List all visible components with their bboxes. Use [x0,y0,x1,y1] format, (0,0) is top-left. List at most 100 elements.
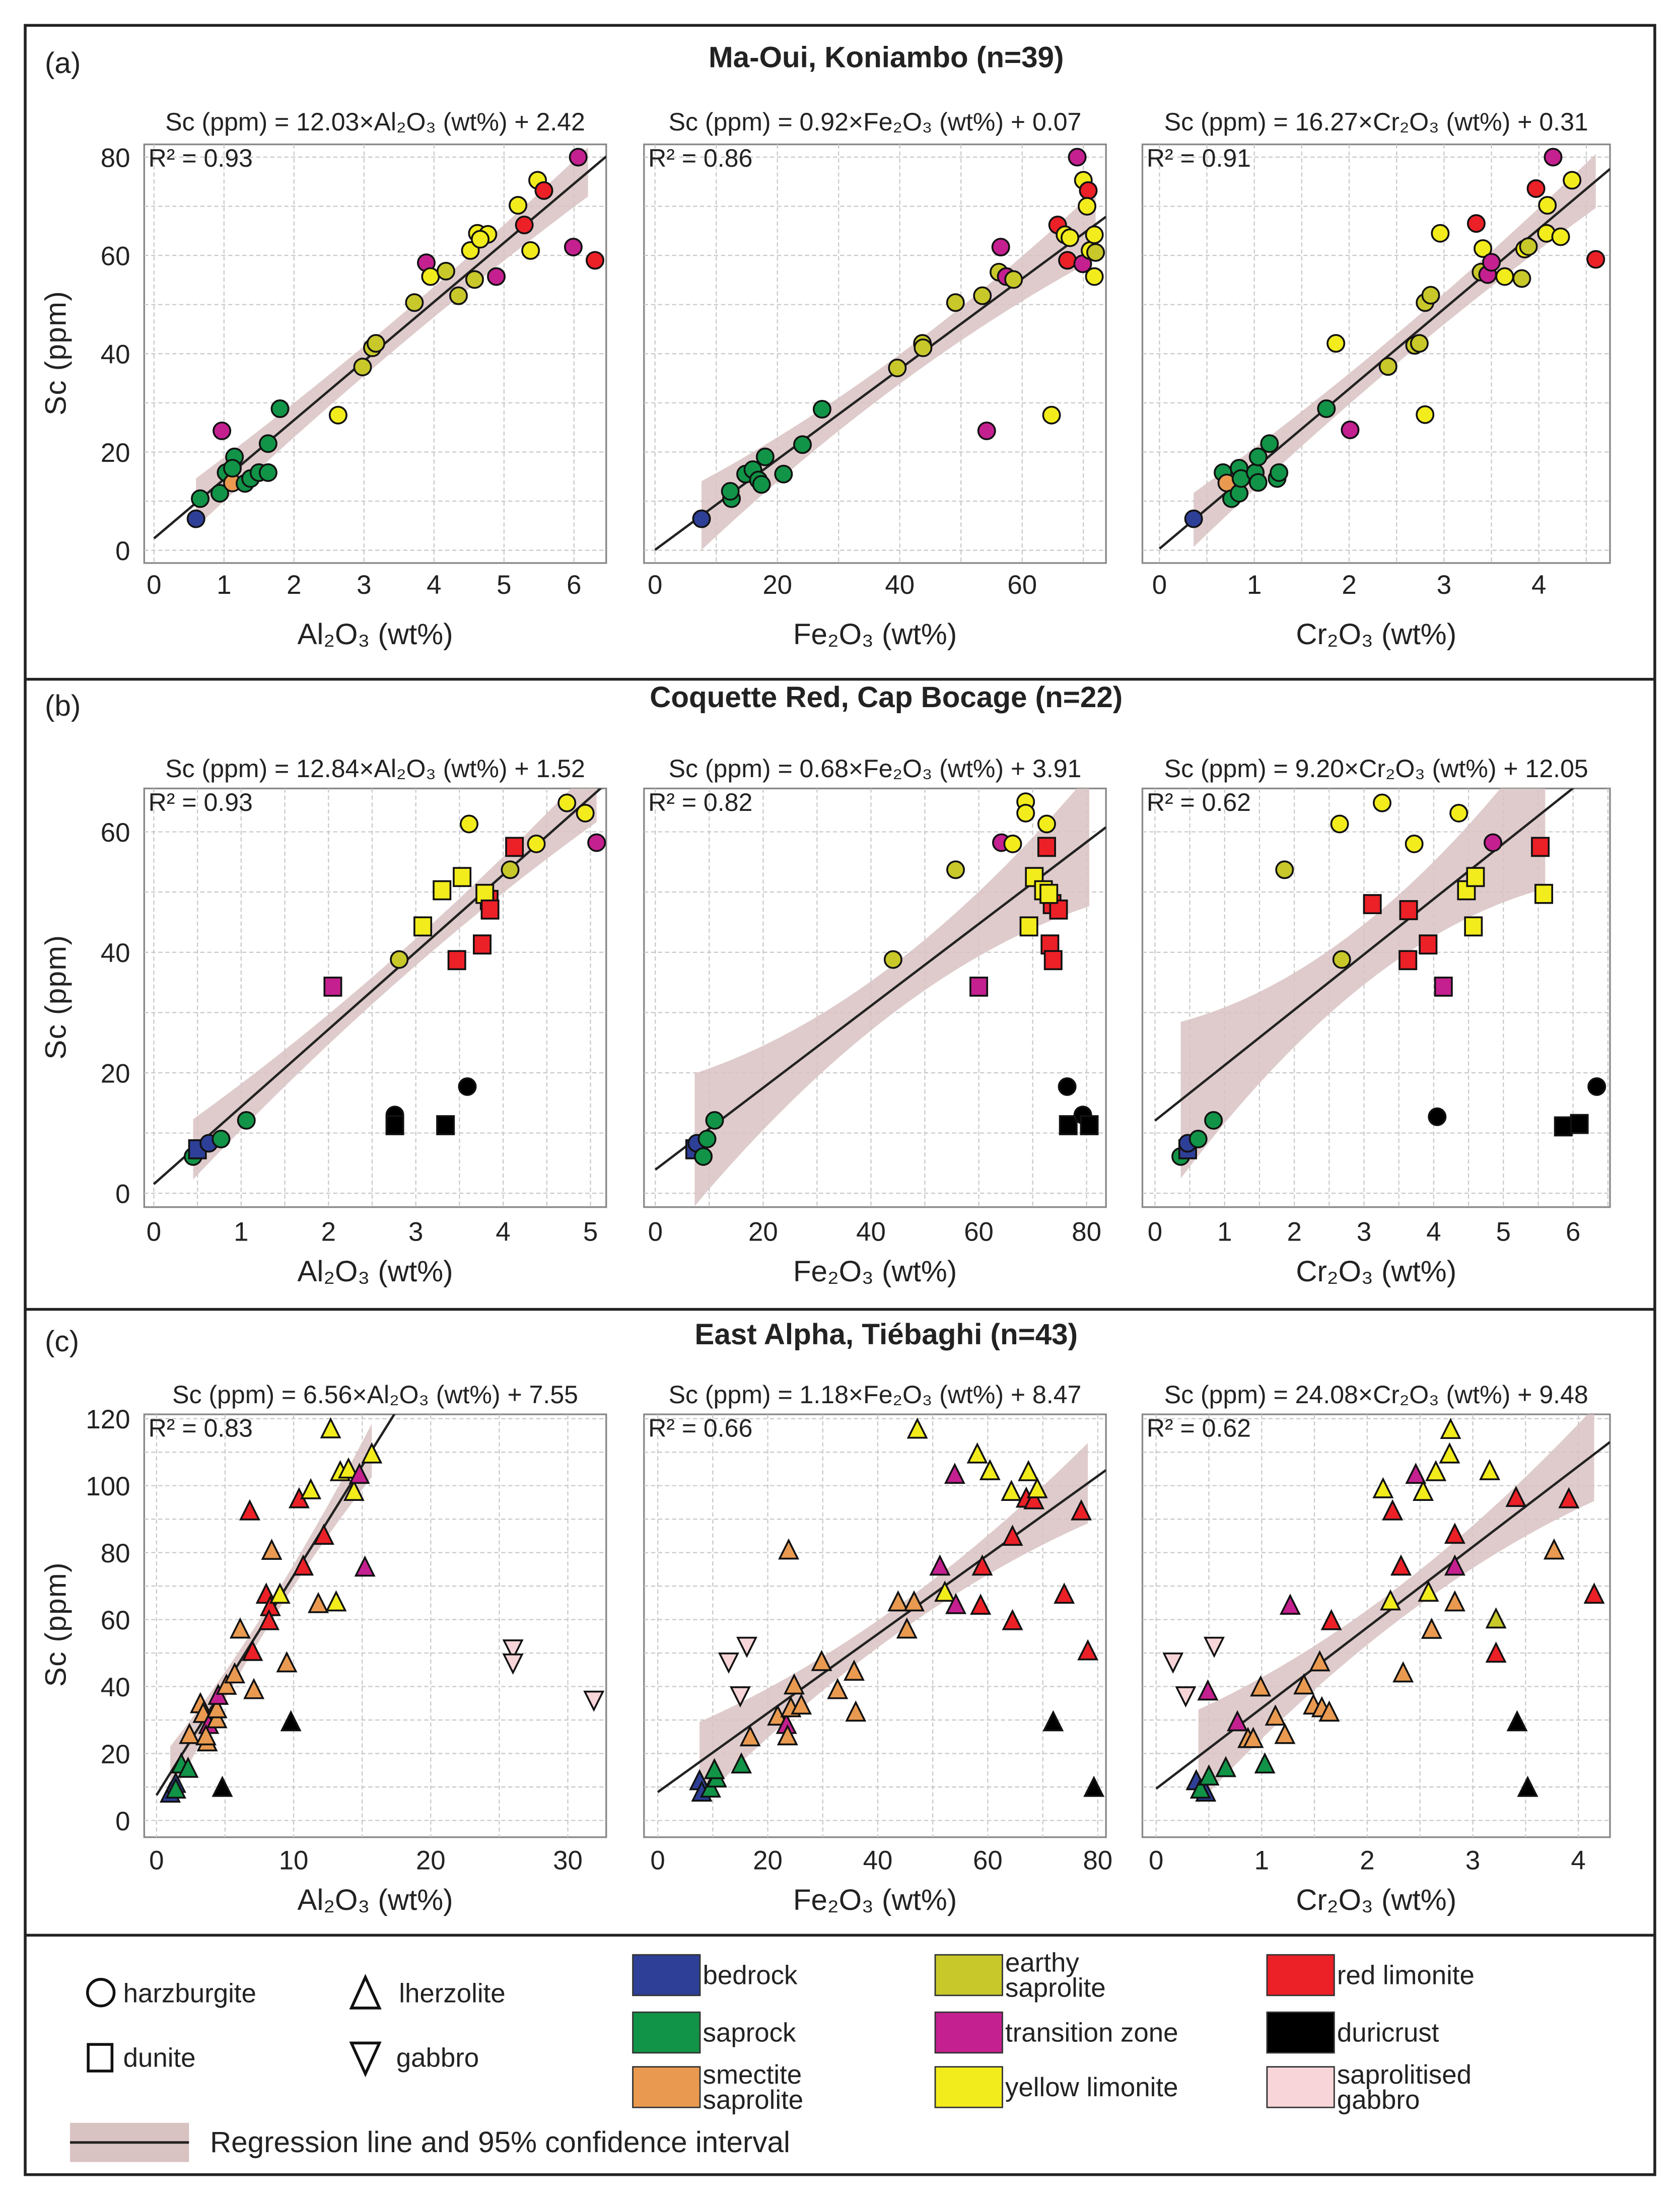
data-point-harzburgite [557,793,577,812]
y-tick-label: 20 [101,1059,130,1088]
data-point-lherzolite [1444,1590,1465,1612]
data-point-gabbro [1204,1636,1225,1658]
scatter-plot: 0 20 40 60 80 Sc (ppm) = 1.18×Fe₂O₃ (wt%) + 8… [643,1381,1112,1916]
data-point-lherzolite [1042,1710,1064,1732]
data-point-harzburgite [223,459,242,478]
x-tick-label: 1 [234,1217,248,1247]
x-tick-label: 4 [496,1217,510,1247]
legend-label: saprolite [703,2085,804,2115]
data-point-harzburgite [1004,270,1023,289]
data-point-harzburgite [1085,225,1104,244]
x-tick-label: 3 [408,1217,423,1247]
data-point-lherzolite [704,1758,725,1779]
x-tick-label: 5 [583,1217,598,1247]
data-point-dunite [1043,950,1063,971]
data-point-harzburgite [521,241,540,260]
regression-line [1154,788,1575,1122]
legend-swatch-y [934,2066,1003,2108]
data-point-gabbro [729,1686,751,1708]
data-point-harzburgite [694,1147,713,1166]
regression-line [657,1469,1106,1794]
data-point-harzburgite [1431,224,1450,243]
data-point-lherzolite [777,1724,798,1746]
data-point-lherzolite [1189,1777,1211,1799]
x-tick-label: 60 [964,1217,994,1247]
data-point-harzburgite [697,1130,717,1149]
data-point-harzburgite [1058,251,1077,270]
x-tick-label: 40 [885,570,915,600]
data-point-lherzolite [320,1417,341,1438]
r-squared-label: R² = 0.93 [149,144,253,172]
x-tick-label: 80 [1083,1846,1112,1876]
x-tick-label: 20 [762,570,792,600]
gabbro-symbol [349,2041,382,2078]
x-axis-label: Al₂O₃ (wt%) [297,1884,453,1916]
data-point-harzburgite [1330,814,1349,834]
x-tick-label: 2 [1342,570,1356,600]
y-axis-label: Sc (ppm) [40,935,73,1060]
data-point-harzburgite [1484,833,1503,852]
data-point-harzburgite [1078,197,1097,216]
data-point-lherzolite [1018,1460,1039,1481]
data-point-lherzolite [906,1417,928,1439]
legend-label: saprolite [1005,1973,1106,2003]
x-tick-label: 2 [287,570,301,600]
data-point-harzburgite [1086,243,1105,262]
data-point-lherzolite [258,1609,280,1630]
y-tick-label: 60 [101,1606,130,1635]
data-point-harzburgite [564,238,583,257]
data-point-lherzolite [1215,1756,1237,1777]
data-point-harzburgite [1405,834,1424,853]
regression-equation: Sc (ppm) = 6.56×Al₂O₃ (wt%) + 7.55 [172,1381,578,1409]
data-point-dunite [385,1115,404,1135]
legend-swatch-g [1266,2066,1335,2108]
y-tick-label: 120 [86,1405,130,1434]
data-point-dunite [413,916,433,937]
x-tick-label: 5 [1496,1217,1511,1247]
data-point-harzburgite [527,834,546,853]
data-point-gabbro [583,1690,605,1712]
y-tick-label: 0 [115,536,130,566]
data-point-lherzolite [1506,1710,1528,1732]
x-tick-label: 3 [1357,1217,1371,1247]
x-tick-label: 3 [357,570,371,600]
r-squared-label: R² = 0.82 [648,788,752,816]
data-point-lherzolite [1254,1752,1276,1774]
regression-equation: Sc (ppm) = 0.92×Fe₂O₃ (wt%) + 0.07 [669,108,1082,136]
data-point-lherzolite [1485,1607,1507,1629]
data-point-harzburgite [237,1111,256,1130]
data-point-harzburgite [421,267,440,286]
data-point-lherzolite [276,1651,298,1673]
data-point-harzburgite [1079,181,1098,200]
data-point-dunite [1399,900,1418,920]
data-point-dunite [1059,1115,1078,1135]
data-point-harzburgite [1449,803,1468,822]
data-point-harzburgite [534,181,553,200]
legend-label: saprolitised [1337,2060,1472,2090]
data-point-harzburgite [1270,463,1289,482]
data-point-lherzolite [1444,1554,1465,1576]
data-point-lherzolite [348,1463,370,1484]
data-point-harzburgite [793,435,812,454]
x-tick-label: 1 [1217,1217,1232,1247]
data-point-harzburgite [1275,860,1294,879]
scatter-plot: 0 1 2 3 4 5 0 20 40 60 Sc (ppm) = 12.84×Al₂O₃ (wt%… [101,754,607,1288]
data-point-harzburgite [1587,1077,1606,1096]
data-point-dunite [1434,977,1453,997]
x-tick-label: 60 [973,1846,1003,1876]
scatter-plot: 0 1 2 3 4 5 6 Sc (ppm) = 9.20×Cr₂O₃ (wt%) + 12.… [1141,754,1611,1288]
data-point-lherzolite [1197,1679,1219,1701]
confidence-band [193,788,597,1180]
data-point-lherzolite [1485,1641,1507,1663]
x-tick-label: 4 [427,570,441,600]
y-tick-label: 0 [115,1180,130,1209]
regression-equation: Sc (ppm) = 9.20×Cr₂O₃ (wt%) + 12.05 [1164,754,1588,783]
data-point-harzburgite [1341,420,1360,439]
data-point-harzburgite [186,509,205,528]
y-tick-label: 60 [101,242,130,271]
data-point-harzburgite [1551,227,1570,246]
data-point-harzburgite [1248,447,1268,466]
legend-swatch-d [1266,2011,1335,2054]
data-point-harzburgite [1526,179,1546,198]
